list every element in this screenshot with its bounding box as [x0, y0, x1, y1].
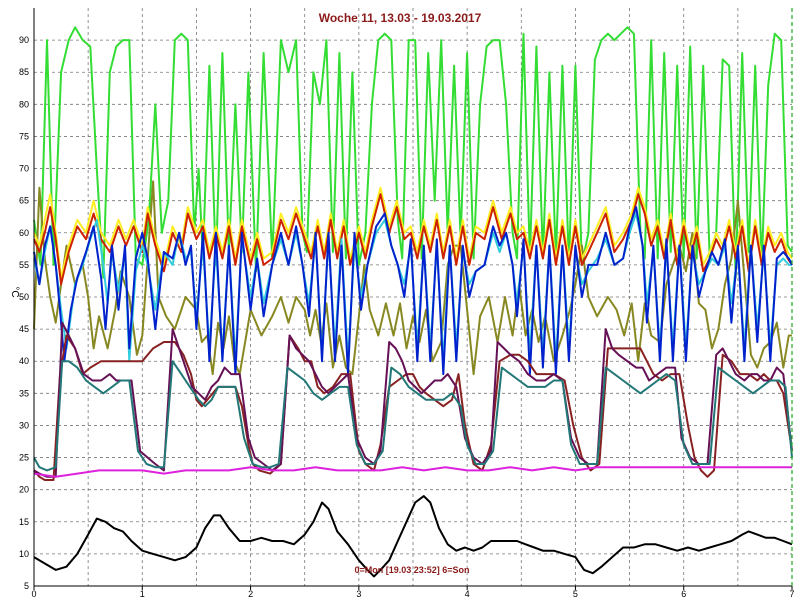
y-tick-label: 70 [19, 164, 29, 174]
y-tick-label: 25 [19, 453, 29, 463]
y-tick-label: 65 [19, 196, 29, 206]
x-tick-label: 1 [140, 589, 145, 599]
y-axis-label: °C [9, 286, 20, 297]
series-line-10 [33, 466, 792, 478]
y-tick-label: 30 [19, 420, 29, 430]
y-tick-label: 90 [19, 35, 29, 45]
y-tick-label: 35 [19, 388, 29, 398]
x-tick-label: 0 [31, 589, 36, 599]
x-tick-label: 3 [356, 589, 361, 599]
x-tick-label: 6 [681, 589, 686, 599]
series-line-1 [33, 26, 793, 279]
x-tick-label: 4 [465, 589, 470, 599]
y-tick-label: 5 [24, 581, 29, 591]
y-tick-label: 75 [19, 131, 29, 141]
y-tick-label: 15 [19, 517, 29, 527]
chart-title: Woche 11, 13.03 - 19.03.2017 [319, 11, 482, 25]
y-tick-label: 20 [19, 485, 29, 495]
series-line-9 [33, 360, 793, 472]
y-tick-label: 40 [19, 356, 29, 366]
x-tick-label: 7 [789, 589, 794, 599]
series-line-8 [33, 321, 793, 478]
x-tick-label: 5 [573, 589, 578, 599]
series-line-11 [33, 495, 793, 578]
series-line-6 [33, 206, 793, 376]
y-tick-label: 10 [19, 549, 29, 559]
y-tick-label: 45 [19, 324, 29, 334]
chart-footer: 0=Mon [19.03 23:52] 6=Son [354, 565, 469, 575]
y-tick-label: 85 [19, 67, 29, 77]
y-tick-label: 50 [19, 292, 29, 302]
x-tick-label: 2 [248, 589, 253, 599]
series-group [33, 26, 793, 578]
y-tick-label: 60 [19, 228, 29, 238]
y-tick-label: 80 [19, 99, 29, 109]
y-tick-label: 55 [19, 260, 29, 270]
